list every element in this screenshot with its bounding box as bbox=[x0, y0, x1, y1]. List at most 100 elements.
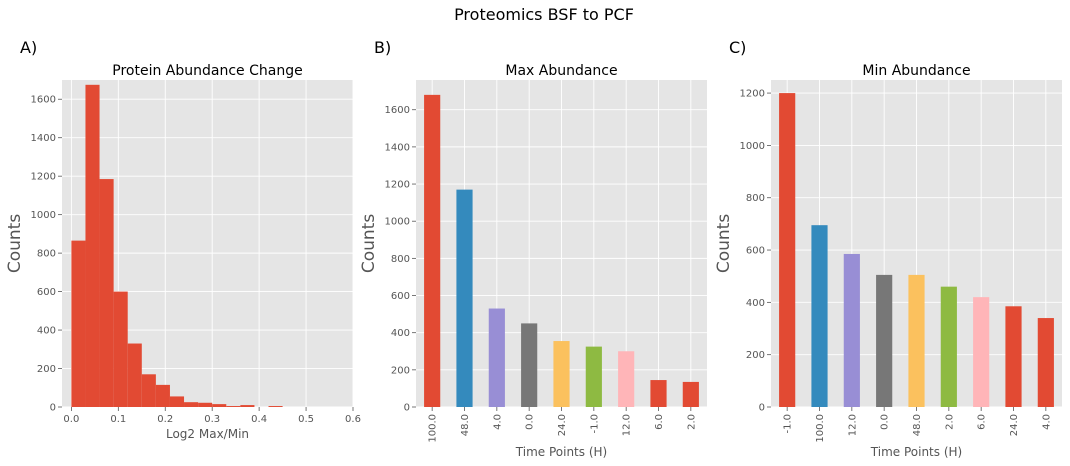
panel-title: Min Abundance bbox=[862, 63, 970, 79]
x-tick-label: 0.5 bbox=[298, 414, 314, 425]
x-tick-label: 0.0 bbox=[525, 414, 536, 430]
histogram-bar bbox=[155, 384, 170, 407]
y-tick-label: 200 bbox=[746, 350, 765, 361]
y-tick-label: 600 bbox=[746, 246, 765, 257]
histogram-bar bbox=[268, 406, 283, 407]
x-tick-label: 6.0 bbox=[654, 414, 665, 430]
panels: 0 200 400 600 800 1000 1200 1400 1600 0.0 0.1 0.2 0.… bbox=[5, 38, 1062, 459]
panel-1: 0 200 400 600 800 1000 1200 1400 1600 0.0 0.1 0.2 0.… bbox=[5, 38, 361, 441]
histogram-bar bbox=[184, 402, 199, 407]
y-axis-label: Counts bbox=[359, 214, 379, 273]
bar bbox=[779, 93, 796, 407]
bar bbox=[908, 274, 925, 407]
y-tick-label: 800 bbox=[746, 193, 765, 204]
x-tick-label: 12.0 bbox=[622, 414, 633, 436]
histogram-bar bbox=[71, 240, 86, 407]
y-tick-label: 1000 bbox=[740, 141, 765, 152]
histogram-bar bbox=[240, 405, 255, 407]
y-tick-label: 400 bbox=[391, 328, 410, 339]
x-tick-label: 12.0 bbox=[847, 414, 858, 436]
bar bbox=[843, 253, 860, 407]
histogram-bar bbox=[85, 84, 100, 407]
x-axis-label: Time Points (H) bbox=[515, 445, 607, 459]
y-tick-label: 200 bbox=[391, 365, 410, 376]
x-tick-label: 0.4 bbox=[251, 414, 267, 425]
x-tick-label: 6.0 bbox=[977, 414, 988, 430]
y-tick-label: 600 bbox=[391, 291, 410, 302]
bar bbox=[811, 225, 828, 407]
x-tick-label: 4.0 bbox=[492, 414, 503, 430]
y-tick-label: 1200 bbox=[740, 89, 765, 100]
bar bbox=[1037, 318, 1054, 407]
histogram-bar bbox=[226, 406, 241, 407]
y-tick-label: 1600 bbox=[31, 95, 56, 106]
y-tick-label: 600 bbox=[37, 287, 56, 298]
x-tick-label: 48.0 bbox=[912, 414, 923, 436]
y-tick-label: 800 bbox=[391, 254, 410, 265]
bar bbox=[521, 323, 538, 407]
panel-3: 0 200 400 600 800 1000 1200 -1.0 100.0 12.0 0.0 48.… bbox=[714, 38, 1062, 459]
y-tick-label: 200 bbox=[37, 364, 56, 375]
y-axis-label: Counts bbox=[5, 214, 25, 273]
x-tick-label: 4.0 bbox=[1041, 414, 1052, 430]
bar bbox=[650, 380, 667, 407]
y-tick-label: 1600 bbox=[385, 105, 410, 116]
x-tick-label: 2.0 bbox=[686, 414, 697, 430]
x-tick-label: -1.0 bbox=[783, 414, 794, 434]
y-tick-label: 400 bbox=[37, 326, 56, 337]
bar bbox=[973, 297, 990, 407]
y-tick-label: 1200 bbox=[31, 172, 56, 183]
bar bbox=[940, 286, 957, 407]
y-tick-label: 1400 bbox=[385, 142, 410, 153]
y-tick-label: 1200 bbox=[385, 180, 410, 191]
histogram-bar bbox=[169, 396, 185, 407]
bar bbox=[682, 381, 699, 407]
histogram-bar bbox=[141, 374, 156, 407]
bar bbox=[424, 94, 441, 407]
x-tick-label: 24.0 bbox=[557, 414, 568, 436]
bar bbox=[488, 308, 505, 407]
bar bbox=[585, 346, 602, 407]
y-tick-label: 0 bbox=[50, 403, 56, 414]
histogram-bar bbox=[198, 402, 213, 407]
panel-label: A) bbox=[20, 38, 37, 57]
y-tick-label: 400 bbox=[746, 298, 765, 309]
y-tick-label: 1000 bbox=[385, 217, 410, 228]
x-tick-label: 100.0 bbox=[428, 414, 439, 443]
x-tick-label: 0.0 bbox=[880, 414, 891, 430]
x-axis-label: Log2 Max/Min bbox=[166, 427, 249, 441]
x-tick-label: 48.0 bbox=[460, 414, 471, 436]
x-tick-label: 100.0 bbox=[815, 414, 826, 443]
y-tick-label: 800 bbox=[37, 249, 56, 260]
y-tick-label: 1000 bbox=[31, 210, 56, 221]
x-tick-label: 24.0 bbox=[1009, 414, 1020, 436]
x-tick-label: 0.6 bbox=[345, 414, 361, 425]
bar bbox=[1005, 306, 1022, 407]
x-tick-label: -1.0 bbox=[589, 414, 600, 434]
figure-title: Proteomics BSF to PCF bbox=[454, 5, 634, 24]
x-tick-label: 0.1 bbox=[110, 414, 126, 425]
x-axis-label: Time Points (H) bbox=[870, 445, 962, 459]
histogram-bar bbox=[212, 404, 227, 407]
y-tick-label: 1400 bbox=[31, 133, 56, 144]
histogram-bar bbox=[113, 291, 128, 407]
bar bbox=[618, 351, 635, 407]
y-axis-label: Counts bbox=[714, 214, 734, 273]
histogram-bar bbox=[99, 179, 114, 407]
y-tick-label: 0 bbox=[404, 403, 410, 414]
x-tick-label: 0.3 bbox=[204, 414, 220, 425]
panel-2: 0 200 400 600 800 1000 1200 1400 1600 100.0 48.0 4.… bbox=[359, 38, 707, 459]
panel-title: Max Abundance bbox=[505, 63, 617, 79]
panel-label: C) bbox=[729, 38, 746, 57]
bar bbox=[456, 189, 473, 407]
histogram-bar bbox=[127, 343, 142, 407]
y-tick-label: 0 bbox=[759, 403, 765, 414]
x-tick-label: 0.0 bbox=[63, 414, 79, 425]
x-tick-label: 0.2 bbox=[157, 414, 173, 425]
bar bbox=[553, 341, 570, 407]
x-tick-label: 2.0 bbox=[944, 414, 955, 430]
bar bbox=[876, 274, 893, 407]
panel-label: B) bbox=[374, 38, 391, 57]
panel-title: Protein Abundance Change bbox=[112, 63, 302, 79]
